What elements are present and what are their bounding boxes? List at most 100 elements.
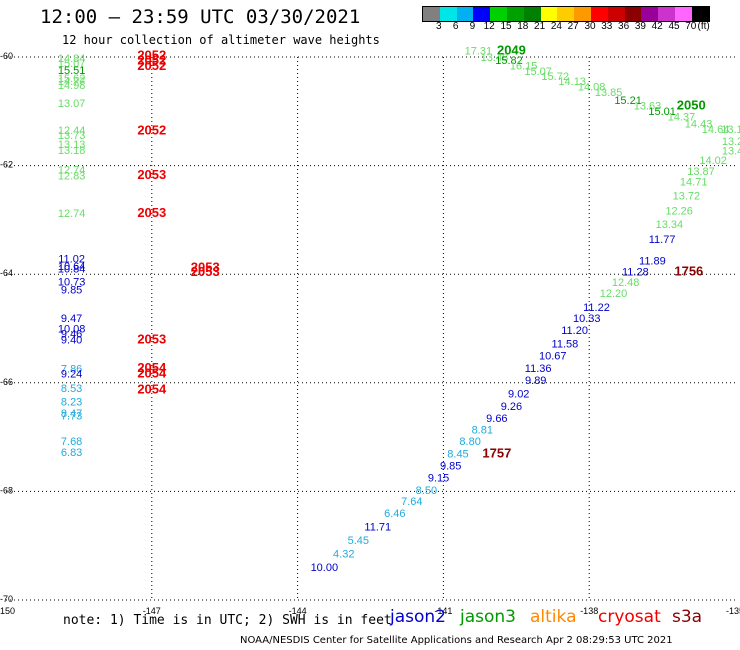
color-tick-label: 42	[651, 21, 663, 32]
wave-height-label: 9.15	[428, 473, 449, 485]
wave-height-label: 14.08	[578, 82, 606, 94]
wave-height-label: 14.13	[558, 76, 586, 88]
wave-height-label: 8.23	[61, 397, 82, 409]
wave-height-label: 6.83	[61, 447, 82, 459]
lon-tick-label: -141	[434, 606, 452, 616]
wave-height-label: 11.89	[639, 255, 666, 267]
wave-height-label: 11.02	[58, 253, 85, 265]
wave-height-label: 9.40	[61, 335, 82, 347]
wave-height-label: 11.77	[649, 234, 676, 246]
legend-altika: altika	[530, 607, 577, 627]
color-swatch	[590, 7, 608, 21]
wave-height-label: 14.84	[58, 53, 86, 65]
wave-height-label: 2049	[497, 42, 526, 57]
color-tick-label: 30	[584, 21, 596, 32]
wave-height-label: 11.22	[583, 302, 610, 314]
wave-height-label: 10.00	[311, 562, 339, 574]
wave-height-label: 15.07	[58, 58, 86, 70]
wave-height-label: 8.81	[472, 424, 493, 436]
wave-height-label: 12.26	[665, 205, 693, 217]
wave-height-label: 15.21	[614, 95, 642, 107]
color-tick-label: 6	[452, 21, 459, 32]
color-swatch	[574, 7, 591, 21]
color-swatch	[473, 7, 491, 21]
wave-height-label: 15.82	[495, 55, 523, 67]
wave-height-label: 8.80	[459, 436, 480, 448]
wave-height-label: 13.34	[656, 219, 684, 231]
wave-height-label: 9.85	[61, 285, 82, 297]
wave-height-label: 10.84	[58, 264, 86, 276]
wave-height-label: 9.47	[61, 313, 82, 325]
wave-height-label: 11.20	[561, 325, 588, 337]
wave-height-label: 11.71	[364, 521, 391, 533]
wave-height-label: 13.07	[58, 98, 86, 110]
color-swatch	[540, 7, 558, 21]
wave-height-label: 14.77	[58, 76, 86, 88]
color-tick-label: 15	[500, 21, 512, 32]
color-tick-label: 27	[567, 21, 579, 32]
wave-height-label: 2054	[137, 365, 167, 380]
wave-height-label: 12.74	[58, 208, 86, 220]
color-swatch	[439, 7, 457, 21]
color-swatch	[523, 7, 541, 21]
wave-height-label: 10.33	[573, 313, 601, 325]
map-subtitle: 12 hour collection of altimeter wave hei…	[62, 33, 380, 47]
wave-height-label: 15.72	[541, 71, 569, 83]
wave-height-label: 14.98	[58, 80, 86, 92]
color-swatch	[674, 7, 692, 21]
wave-height-label: 13.87	[687, 166, 715, 178]
wave-height-label: 2052	[137, 53, 166, 68]
color-swatch	[658, 7, 675, 21]
wave-height-label: 2053	[137, 167, 166, 182]
color-tick-label: 3	[436, 21, 442, 32]
wave-height-label: 7.68	[61, 436, 82, 448]
wave-height-label: 9.26	[501, 401, 522, 413]
wave-height-label: 12.20	[600, 288, 628, 300]
wave-height-label: 12.48	[612, 277, 640, 289]
wave-height-label: 7.64	[401, 496, 422, 508]
color-tick-label: 12	[483, 21, 495, 32]
wave-height-label: 13.4	[722, 146, 740, 158]
color-tick-label: 70	[685, 21, 697, 32]
legend-s3a: s3a	[672, 607, 703, 627]
wave-height-label: 14.43	[685, 119, 713, 131]
wave-height-label: 1757	[482, 446, 511, 461]
wave-height-label: 12.44	[58, 125, 86, 137]
footnote: note: 1) Time is in UTC; 2) SWH is in fe…	[63, 613, 392, 628]
wave-height-label: 2052	[137, 48, 166, 63]
wave-height-label: 10.73	[58, 277, 86, 289]
color-swatch	[607, 7, 625, 21]
wave-height-label: 9.02	[508, 388, 529, 400]
wave-height-label: 14.37	[668, 112, 696, 124]
color-swatch	[490, 7, 507, 21]
legend-cryosat: cryosat	[598, 607, 661, 627]
lat-tick-label: -68	[0, 485, 13, 495]
color-tick-label: 21	[534, 21, 546, 32]
wave-height-label: 9.89	[525, 375, 546, 387]
wave-height-label: 2054	[137, 382, 167, 397]
wave-height-label: 13.72	[673, 190, 701, 202]
lat-tick-label: -64	[0, 268, 13, 278]
wave-height-label: 8.50	[416, 485, 437, 497]
wave-height-label: 16.15	[510, 60, 538, 72]
wave-height-label: 17.31	[465, 45, 493, 57]
color-tick-label: 18	[517, 21, 529, 32]
color-tick-label: 39	[634, 21, 646, 32]
wave-height-label: 9.66	[486, 413, 507, 425]
wave-height-label: 15.07	[524, 66, 552, 78]
wave-height-label: 11.58	[552, 339, 579, 351]
wave-height-label: 9.46	[61, 329, 82, 341]
wave-height-label: 13.13	[58, 139, 86, 151]
wave-height-label: 11.28	[622, 266, 649, 278]
wave-height-labels: 14.8415.0715.5115.6214.7714.9813.0712.44…	[58, 42, 740, 574]
lon-tick-label: -138	[580, 606, 598, 616]
wave-height-label: 9.24	[61, 368, 82, 380]
legend-jason3: jason3	[460, 607, 516, 627]
lat-tick-label: -60	[0, 51, 13, 61]
color-swatch	[557, 7, 575, 21]
color-tick-label: 33	[601, 21, 613, 32]
color-tick-label: (ft)	[697, 21, 710, 32]
wave-height-label: 15.51	[58, 65, 86, 77]
wave-height-label: 2050	[677, 98, 706, 113]
